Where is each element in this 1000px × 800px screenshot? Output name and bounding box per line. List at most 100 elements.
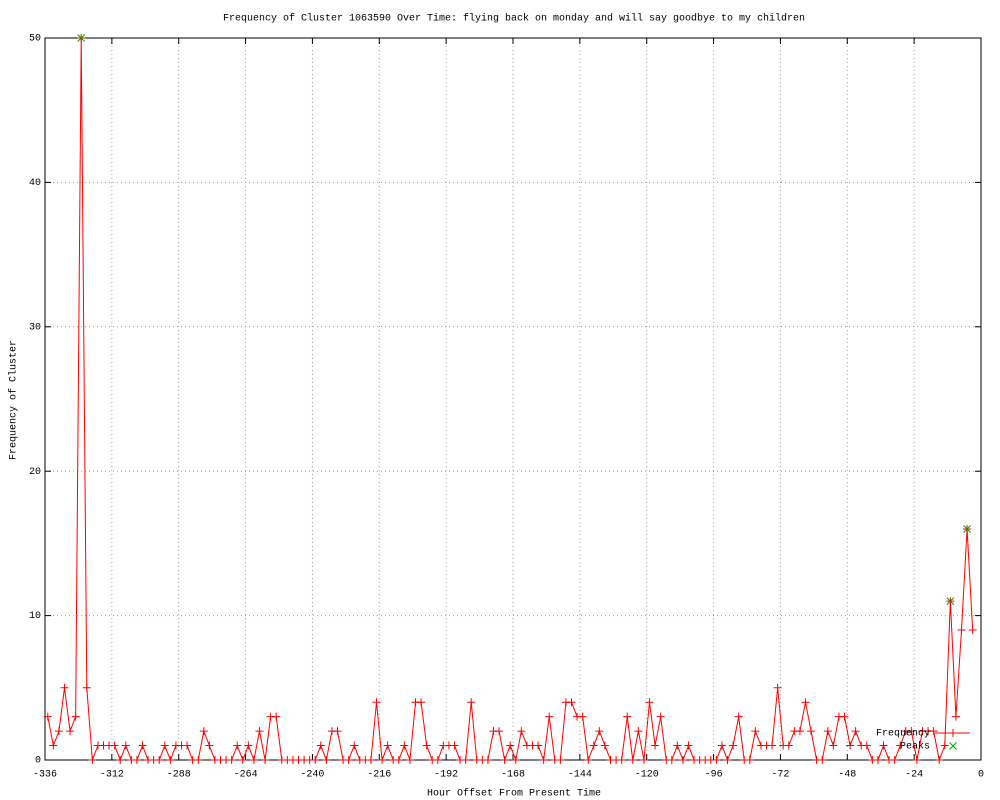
data-point xyxy=(678,756,687,764)
data-point xyxy=(244,741,253,750)
x-tick-label: -72 xyxy=(771,770,789,781)
data-point xyxy=(233,741,242,750)
data-point xyxy=(912,756,921,764)
data-point xyxy=(890,756,899,764)
data-point xyxy=(511,756,520,764)
data-point xyxy=(43,712,52,721)
y-tick-label: 30 xyxy=(29,322,41,333)
data-point xyxy=(461,756,470,764)
data-point xyxy=(417,698,426,707)
data-point xyxy=(160,741,169,750)
data-point xyxy=(651,741,660,750)
chart-title: Frequency of Cluster 1063590 Over Time: … xyxy=(223,13,805,25)
data-point xyxy=(255,727,264,736)
data-point xyxy=(249,756,258,764)
data-point xyxy=(467,698,476,707)
x-tick-label: -96 xyxy=(705,770,723,781)
y-tick-label: 20 xyxy=(29,467,41,478)
data-point xyxy=(807,727,816,736)
data-point xyxy=(82,683,91,692)
data-point xyxy=(862,741,871,750)
data-point xyxy=(54,727,63,736)
x-tick-label: -216 xyxy=(367,770,391,781)
x-axis-label: Hour Offset From Present Time xyxy=(427,788,601,800)
data-point xyxy=(784,741,793,750)
data-point xyxy=(155,756,164,764)
data-point xyxy=(227,756,236,764)
data-point xyxy=(578,712,587,721)
data-point xyxy=(261,756,270,764)
data-point xyxy=(801,698,810,707)
legend-marker xyxy=(949,742,957,750)
data-point xyxy=(49,741,58,750)
data-point xyxy=(818,756,827,764)
y-tick-label: 10 xyxy=(29,611,41,622)
data-point xyxy=(840,712,849,721)
data-point xyxy=(846,741,855,750)
data-point xyxy=(483,756,492,764)
data-point xyxy=(110,741,119,750)
data-point xyxy=(600,741,609,750)
data-point xyxy=(639,756,648,764)
data-point xyxy=(60,683,69,692)
data-point xyxy=(717,741,726,750)
data-point xyxy=(684,741,693,750)
data-point xyxy=(946,597,955,606)
x-tick-label: -336 xyxy=(33,770,57,781)
data-point xyxy=(617,756,626,764)
data-point xyxy=(773,683,782,692)
data-point xyxy=(745,756,754,764)
data-point xyxy=(823,727,832,736)
data-point xyxy=(935,756,944,764)
data-point xyxy=(589,741,598,750)
data-point xyxy=(450,741,459,750)
data-point xyxy=(77,34,86,42)
data-point xyxy=(645,698,654,707)
y-tick-label: 0 xyxy=(35,756,41,767)
data-point xyxy=(366,756,375,764)
data-point xyxy=(372,698,381,707)
data-point xyxy=(795,727,804,736)
data-point xyxy=(495,727,504,736)
data-point xyxy=(545,712,554,721)
legend-marker xyxy=(949,729,957,737)
data-point xyxy=(517,727,526,736)
data-point xyxy=(121,741,130,750)
data-point xyxy=(405,756,414,764)
data-point xyxy=(712,756,721,764)
data-point xyxy=(394,756,403,764)
data-point xyxy=(567,698,576,707)
data-point xyxy=(929,727,938,736)
data-point xyxy=(623,712,632,721)
data-point xyxy=(851,727,860,736)
x-tick-label: -288 xyxy=(167,770,191,781)
data-point xyxy=(422,741,431,750)
data-point xyxy=(500,756,509,764)
data-point xyxy=(400,741,409,750)
data-point xyxy=(322,756,331,764)
data-point xyxy=(506,741,515,750)
data-point xyxy=(433,756,442,764)
data-point xyxy=(238,756,247,764)
data-point xyxy=(272,712,281,721)
data-point xyxy=(957,626,966,635)
data-point xyxy=(66,727,75,736)
data-point xyxy=(896,741,905,750)
data-point xyxy=(116,756,125,764)
data-point xyxy=(963,525,971,533)
data-point xyxy=(907,727,916,736)
x-tick-label: -312 xyxy=(100,770,124,781)
data-point xyxy=(968,626,977,635)
data-point xyxy=(634,727,643,736)
data-point xyxy=(940,741,949,750)
y-tick-label: 40 xyxy=(29,178,41,189)
data-point xyxy=(673,741,682,750)
data-point xyxy=(71,712,80,721)
data-point xyxy=(132,756,141,764)
data-point xyxy=(595,727,604,736)
data-point xyxy=(316,741,325,750)
x-tick-label: -240 xyxy=(300,770,324,781)
x-tick-label: -120 xyxy=(635,770,659,781)
